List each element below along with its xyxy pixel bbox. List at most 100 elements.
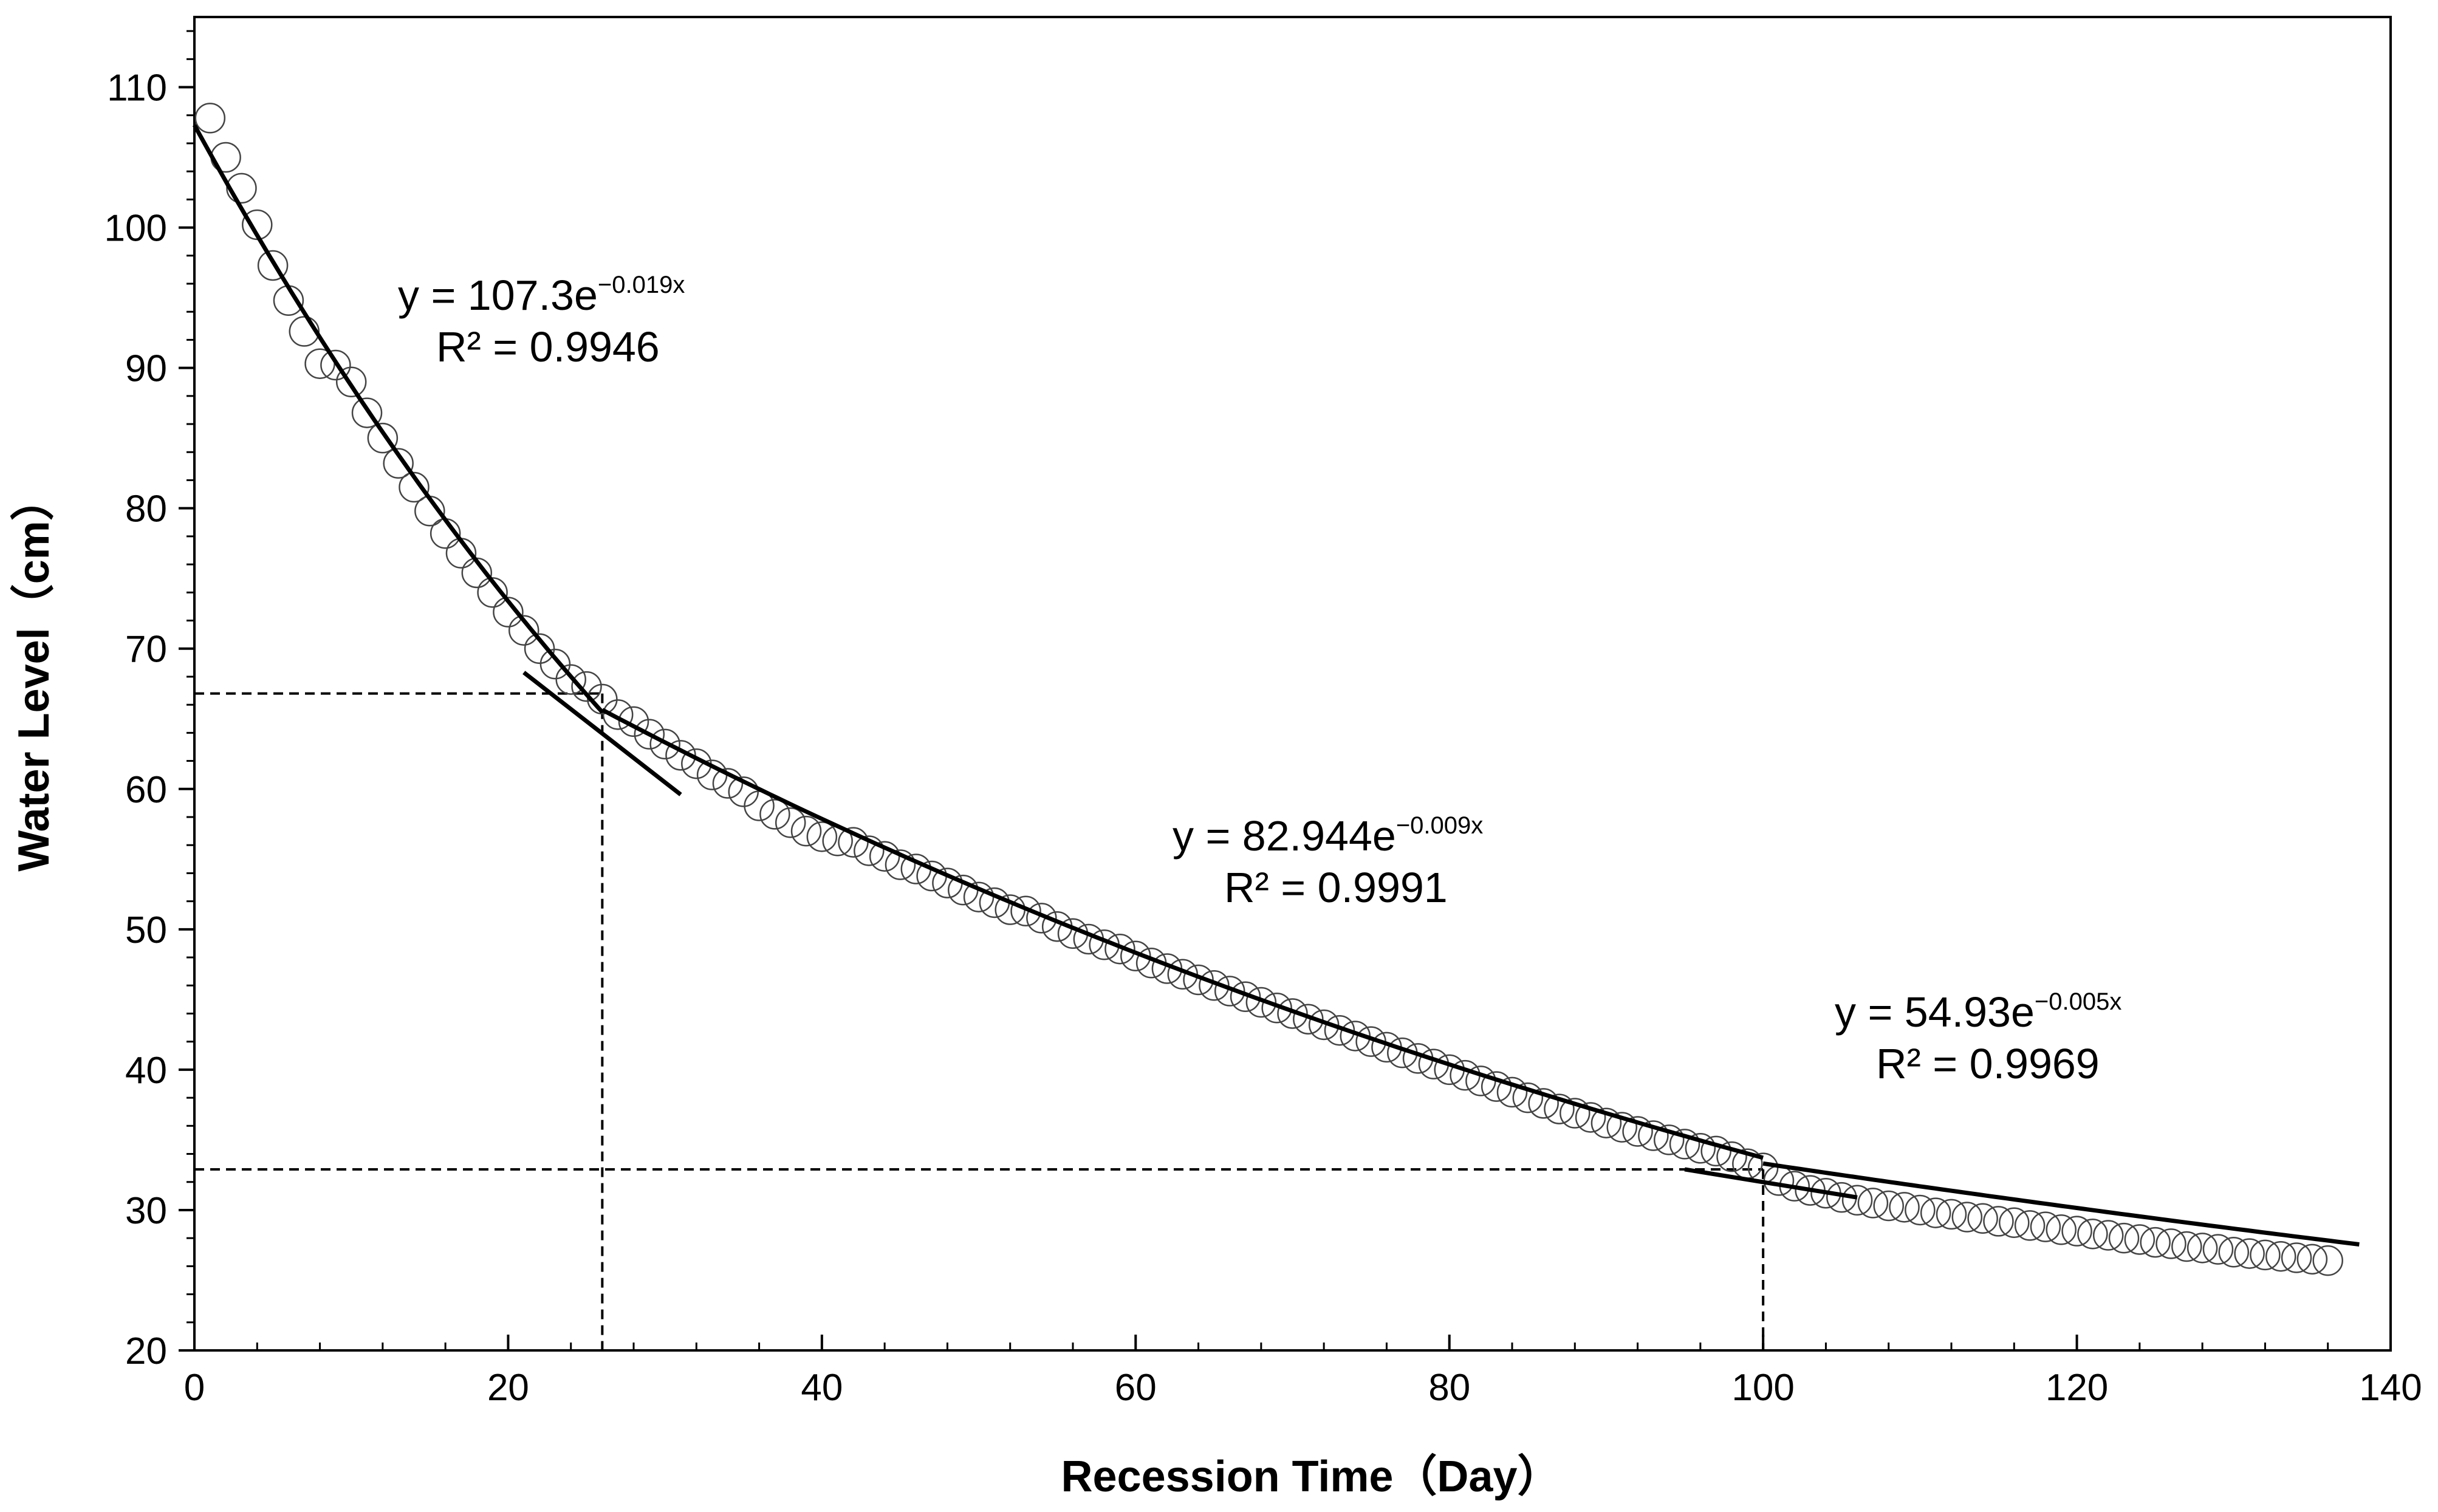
data-point bbox=[1481, 1071, 1512, 1102]
data-point bbox=[2077, 1218, 2108, 1250]
data-point bbox=[2265, 1240, 2296, 1272]
data-point bbox=[1857, 1188, 1889, 1219]
data-point bbox=[1544, 1093, 1575, 1124]
data-point bbox=[1104, 933, 1135, 965]
data-point bbox=[2108, 1222, 2140, 1254]
data-point bbox=[2092, 1220, 2124, 1251]
tangent-line-1 bbox=[522, 671, 682, 796]
data-point bbox=[1293, 1004, 1324, 1035]
x-tick-label: 60 bbox=[1115, 1367, 1157, 1409]
data-point bbox=[2186, 1233, 2218, 1264]
data-point bbox=[1512, 1082, 1544, 1113]
data-point bbox=[555, 664, 586, 695]
data-point bbox=[1967, 1203, 1998, 1234]
data-point bbox=[1873, 1190, 1904, 1222]
data-point bbox=[226, 173, 257, 204]
data-point bbox=[1261, 992, 1292, 1024]
data-point bbox=[1120, 940, 1151, 971]
data-point bbox=[1496, 1076, 1528, 1108]
data-point bbox=[1183, 964, 1214, 996]
data-point bbox=[477, 577, 508, 608]
x-tick-label: 80 bbox=[1428, 1367, 1470, 1409]
data-point bbox=[1716, 1141, 1747, 1172]
data-point bbox=[1999, 1207, 2030, 1238]
data-point bbox=[524, 633, 555, 664]
data-point bbox=[1214, 976, 1245, 1007]
y-tick-label: 60 bbox=[125, 769, 167, 811]
x-axis-title: Recession Time（Day） bbox=[1061, 1452, 1561, 1501]
equation-3-exponent: −0.005x bbox=[2035, 988, 2121, 1015]
data-point bbox=[885, 849, 916, 880]
x-tick-label: 40 bbox=[801, 1367, 843, 1409]
data-point bbox=[1622, 1116, 1653, 1147]
data-point bbox=[367, 422, 399, 454]
data-point bbox=[2296, 1243, 2328, 1275]
r-squared-3: R² = 0.9969 bbox=[1876, 1040, 2100, 1087]
data-point bbox=[539, 648, 571, 680]
fit-annotation-3: y = 54.93e−0.005x R² = 0.9969 bbox=[1835, 988, 2121, 1087]
data-point bbox=[1026, 903, 1057, 934]
y-tick-label: 110 bbox=[107, 67, 167, 109]
fit-curve-2 bbox=[601, 708, 1764, 1160]
data-point bbox=[571, 671, 602, 702]
data-point bbox=[2030, 1211, 2061, 1242]
fit-annotation-1: y = 107.3e−0.019x R² = 0.9946 bbox=[398, 272, 685, 371]
y-tick-label: 40 bbox=[125, 1050, 167, 1092]
data-point bbox=[618, 706, 649, 737]
x-tick-label: 20 bbox=[487, 1367, 529, 1409]
plot-frame bbox=[193, 16, 2392, 1352]
data-point bbox=[1245, 987, 1277, 1018]
fit-curve-3 bbox=[1762, 1161, 2360, 1247]
data-point bbox=[1685, 1133, 1716, 1164]
data-point bbox=[854, 835, 885, 866]
data-point bbox=[493, 597, 524, 628]
data-point bbox=[1951, 1202, 1983, 1233]
data-point bbox=[1230, 981, 1261, 1012]
data-point bbox=[1308, 1009, 1340, 1041]
data-point bbox=[2156, 1228, 2186, 1259]
data-point bbox=[1575, 1102, 1606, 1133]
x-tick-label: 120 bbox=[2046, 1367, 2108, 1409]
data-point bbox=[399, 471, 430, 503]
svg-text:y = 107.3e−0.019x: y = 107.3e−0.019x bbox=[398, 272, 685, 319]
data-point bbox=[649, 728, 680, 760]
data-point bbox=[634, 719, 665, 750]
data-point bbox=[257, 250, 289, 281]
y-tick-label: 90 bbox=[125, 348, 167, 390]
data-point bbox=[1560, 1098, 1591, 1129]
data-point bbox=[2312, 1245, 2343, 1276]
y-axis-title: Water Level（cm） bbox=[10, 477, 58, 872]
y-tick-label: 80 bbox=[125, 488, 167, 530]
y-tick-label: 70 bbox=[125, 629, 167, 671]
data-point bbox=[2014, 1210, 2046, 1241]
data-point bbox=[194, 103, 226, 134]
data-point bbox=[1983, 1206, 2014, 1237]
breakpoint-reference-lines bbox=[194, 692, 1765, 1350]
data-point bbox=[1277, 998, 1308, 1029]
data-point bbox=[1638, 1120, 1669, 1151]
data-point bbox=[2202, 1234, 2234, 1265]
data-point bbox=[2218, 1237, 2250, 1268]
data-point bbox=[806, 821, 838, 852]
data-point bbox=[1669, 1129, 1700, 1160]
data-point bbox=[790, 815, 822, 847]
data-point bbox=[289, 316, 320, 347]
r-squared-1: R² = 0.9946 bbox=[436, 323, 660, 371]
y-tick-label: 30 bbox=[125, 1190, 167, 1232]
data-point bbox=[2124, 1224, 2156, 1255]
data-point bbox=[2234, 1238, 2265, 1269]
data-point bbox=[602, 699, 634, 730]
data-point bbox=[351, 397, 383, 428]
x-tick-label: 100 bbox=[1731, 1367, 1794, 1409]
equation-1: y = 107.3e bbox=[398, 272, 598, 319]
data-point bbox=[1653, 1124, 1685, 1155]
data-point bbox=[2061, 1216, 2092, 1247]
x-tick-label: 0 bbox=[184, 1367, 205, 1409]
data-point bbox=[759, 799, 790, 830]
y-tick-label: 50 bbox=[125, 909, 167, 951]
data-point bbox=[335, 366, 367, 397]
axes: 0 20 40 60 80 100 120 140 20 30 40 50 60 70 80 90 100 110 bbox=[104, 16, 2422, 1409]
x-tick-label: 140 bbox=[2359, 1367, 2422, 1409]
data-point bbox=[1889, 1192, 1920, 1223]
data-point bbox=[1010, 895, 1041, 927]
